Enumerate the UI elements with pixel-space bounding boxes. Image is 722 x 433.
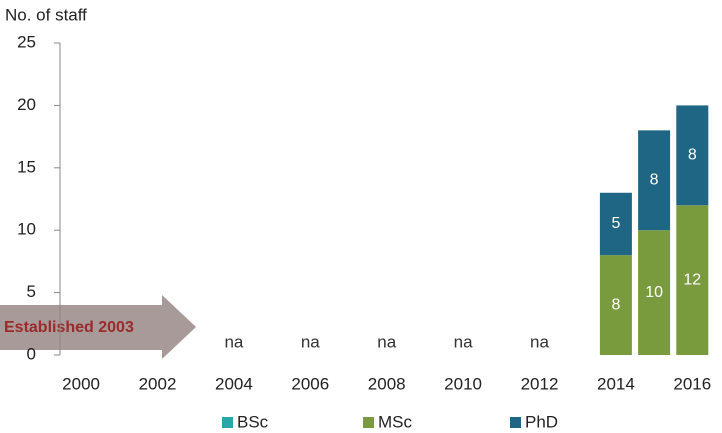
- y-tick-label: 5: [27, 282, 36, 301]
- y-axis-title: No. of staff: [5, 5, 87, 24]
- bar-segment: [599, 192, 632, 256]
- x-tick-label: 2010: [444, 374, 482, 393]
- bar-segment: [638, 130, 671, 231]
- value-label: 10: [645, 284, 663, 301]
- x-tick-label: 2016: [673, 374, 711, 393]
- bar-segment: [676, 105, 709, 206]
- annotation: Established 2003: [4, 319, 134, 336]
- y-tick-label: 10: [17, 220, 36, 239]
- legend-swatch: [510, 417, 521, 428]
- y-tick-label: 20: [17, 95, 36, 114]
- value-label: 8: [688, 147, 697, 164]
- value-label: 8: [611, 296, 620, 313]
- y-tick-label: 0: [27, 344, 36, 363]
- x-tick-label: 2004: [215, 374, 253, 393]
- na-label: na: [377, 332, 396, 351]
- x-tick-label: 2000: [62, 374, 100, 393]
- legend-swatch: [222, 417, 233, 428]
- x-tick-label: 2014: [597, 374, 635, 393]
- x-tick-label: 2012: [521, 374, 559, 393]
- value-label: 12: [683, 271, 701, 288]
- legend-swatch: [363, 417, 374, 428]
- bar-segment: [676, 205, 709, 355]
- y-tick-label: 25: [17, 32, 36, 51]
- bar-segment: [638, 230, 671, 355]
- na-label: na: [454, 332, 473, 351]
- x-tick-label: 2006: [291, 374, 329, 393]
- na-label: na: [301, 332, 320, 351]
- value-label: 5: [611, 215, 620, 232]
- legend-label: BSc: [237, 412, 269, 431]
- bar-segment: [599, 255, 632, 355]
- x-tick-label: 2008: [368, 374, 406, 393]
- na-label: na: [224, 332, 243, 351]
- y-tick-label: 15: [17, 157, 36, 176]
- annotation-arrow: [0, 295, 196, 359]
- legend-label: MSc: [378, 412, 413, 431]
- x-tick-label: 2002: [139, 374, 177, 393]
- legend-label: PhD: [525, 412, 558, 431]
- value-label: 8: [650, 171, 659, 188]
- na-label: na: [530, 332, 549, 351]
